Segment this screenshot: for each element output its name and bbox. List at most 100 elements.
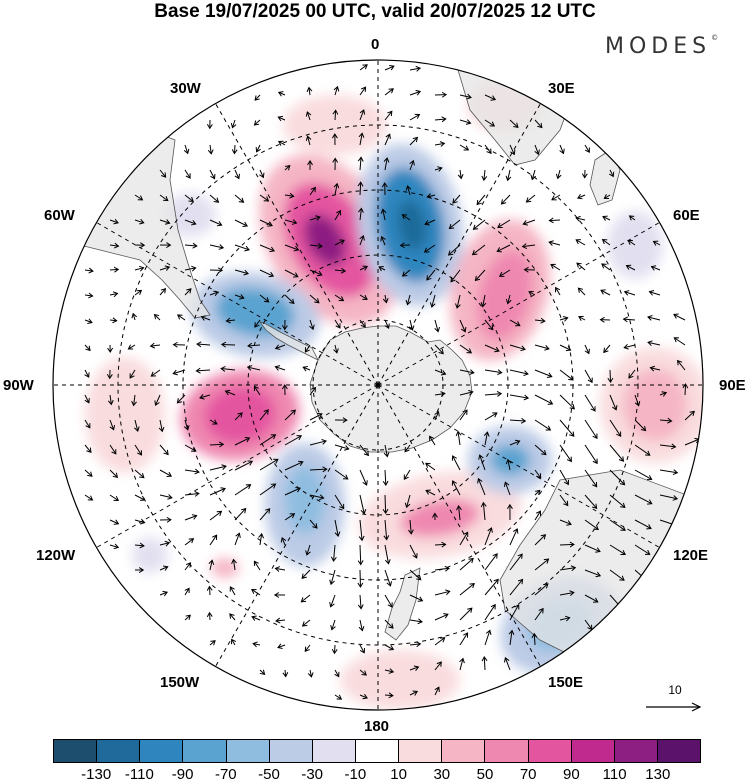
wind-vector-head — [440, 370, 447, 376]
wind-vector-head — [213, 290, 219, 297]
wind-vector — [197, 343, 211, 346]
wind-vector-head — [166, 242, 172, 249]
wind-vector — [409, 519, 412, 534]
wind-vector-head — [315, 215, 321, 221]
wind-vector-head — [253, 560, 259, 567]
wind-vector-head — [387, 110, 393, 117]
wind-vector-head — [628, 215, 635, 221]
wind-vector-head — [307, 672, 314, 678]
wind-vector-head — [426, 275, 432, 281]
wind-vector-head — [199, 394, 205, 400]
wind-vector — [509, 319, 521, 327]
wind-vector-head — [515, 321, 521, 327]
wind-vector — [184, 614, 191, 621]
wind-vector-head — [112, 291, 119, 298]
wind-vector — [457, 431, 461, 446]
wind-vector-head — [548, 240, 554, 246]
wind-vector — [209, 465, 227, 471]
colorbar-tick-label: 130 — [645, 766, 671, 783]
wind-vector-head — [490, 95, 497, 101]
wind-vector — [409, 67, 421, 71]
wind-vector — [458, 505, 461, 521]
wind-vector-head — [269, 246, 276, 253]
wind-vector-head — [438, 348, 444, 355]
wind-vector — [659, 494, 678, 500]
wind-vector-head — [359, 235, 365, 241]
wind-vector — [609, 394, 617, 410]
wind-vector — [484, 553, 498, 571]
wind-vector-head — [220, 341, 227, 348]
wind-vector — [534, 469, 542, 479]
wind-vector — [578, 287, 586, 296]
wind-vector-head — [305, 111, 312, 117]
wind-vector-head — [270, 434, 277, 440]
wind-vector-head — [513, 122, 519, 128]
wind-vector — [534, 490, 541, 496]
wind-vector — [534, 510, 541, 521]
wind-vector-head — [362, 294, 368, 300]
wind-vector — [359, 208, 362, 221]
wind-vector — [84, 494, 93, 501]
wind-vector — [134, 419, 139, 432]
wind-vector-head — [682, 383, 689, 389]
wind-vector — [284, 244, 299, 251]
wind-vector — [84, 444, 92, 453]
wind-vector-head — [263, 196, 270, 202]
wind-vector — [634, 519, 652, 529]
wind-vector — [509, 528, 518, 546]
wind-vector-head — [210, 640, 216, 646]
wind-vector-head — [689, 410, 695, 417]
wind-vector-head — [137, 195, 144, 201]
wind-vector-head — [541, 449, 547, 456]
wind-vector-head — [466, 93, 472, 100]
wind-vector — [233, 144, 236, 154]
wind-vector-head — [149, 342, 156, 349]
wind-vector — [159, 469, 172, 477]
wind-vector — [234, 484, 251, 496]
wind-vector — [604, 194, 611, 199]
wind-vector — [509, 553, 523, 571]
wind-vector — [234, 508, 247, 521]
wind-vector — [109, 292, 118, 296]
wind-vector-head — [333, 182, 340, 189]
wind-vector-head — [485, 629, 492, 636]
wind-vector — [359, 619, 363, 631]
wind-vector-head — [111, 449, 117, 455]
wind-vector-head — [600, 289, 606, 295]
wind-vector-head — [620, 525, 626, 531]
wind-vector-head — [543, 583, 549, 589]
wind-vector — [359, 157, 362, 171]
wind-vector-head — [282, 672, 289, 678]
colorbar — [53, 739, 701, 763]
wind-vector-head — [383, 451, 390, 458]
wind-vector-head — [295, 487, 301, 493]
wind-vector-head — [305, 550, 311, 556]
wind-vector-head — [358, 132, 365, 138]
wind-vector — [559, 444, 572, 462]
wind-vector-head — [554, 286, 561, 293]
wind-vector — [409, 114, 420, 121]
wind-vector — [584, 494, 598, 509]
wind-vector-head — [507, 503, 513, 510]
wind-vector — [522, 244, 536, 248]
wind-vector-head — [245, 484, 252, 490]
wind-vector-head — [136, 289, 143, 295]
wind-vector-head — [646, 524, 652, 530]
wind-vector — [534, 534, 546, 546]
wind-vector — [84, 469, 93, 477]
wind-vector — [406, 494, 411, 508]
wind-vector-head — [253, 120, 260, 126]
wind-vector-head — [503, 656, 510, 663]
wind-vector-head — [333, 85, 340, 92]
wind-vector-head — [618, 456, 625, 462]
wind-vector — [424, 244, 436, 253]
wind-vector-head — [505, 175, 512, 182]
colorbar-box — [657, 740, 701, 762]
wind-vector-head — [462, 409, 468, 415]
wind-vector-head — [550, 263, 556, 269]
wind-vector — [476, 194, 486, 205]
wind-vector — [359, 64, 368, 71]
wind-vector — [452, 480, 461, 496]
wind-vector-head — [513, 528, 519, 534]
wind-vector — [384, 669, 394, 673]
